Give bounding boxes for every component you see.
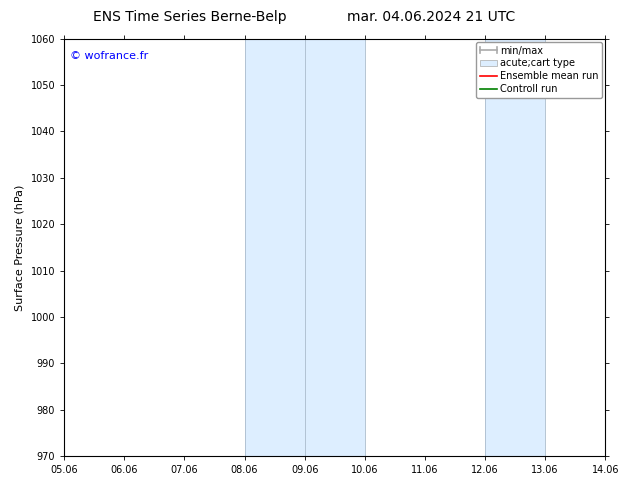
Y-axis label: Surface Pressure (hPa): Surface Pressure (hPa) bbox=[15, 184, 25, 311]
Bar bbox=[245, 39, 305, 456]
Legend: min/max, acute;cart type, Ensemble mean run, Controll run: min/max, acute;cart type, Ensemble mean … bbox=[476, 42, 602, 98]
Bar bbox=[305, 39, 365, 456]
Text: mar. 04.06.2024 21 UTC: mar. 04.06.2024 21 UTC bbox=[347, 10, 515, 24]
Text: ENS Time Series Berne-Belp: ENS Time Series Berne-Belp bbox=[93, 10, 287, 24]
Bar bbox=[485, 39, 545, 456]
Text: © wofrance.fr: © wofrance.fr bbox=[70, 51, 148, 61]
